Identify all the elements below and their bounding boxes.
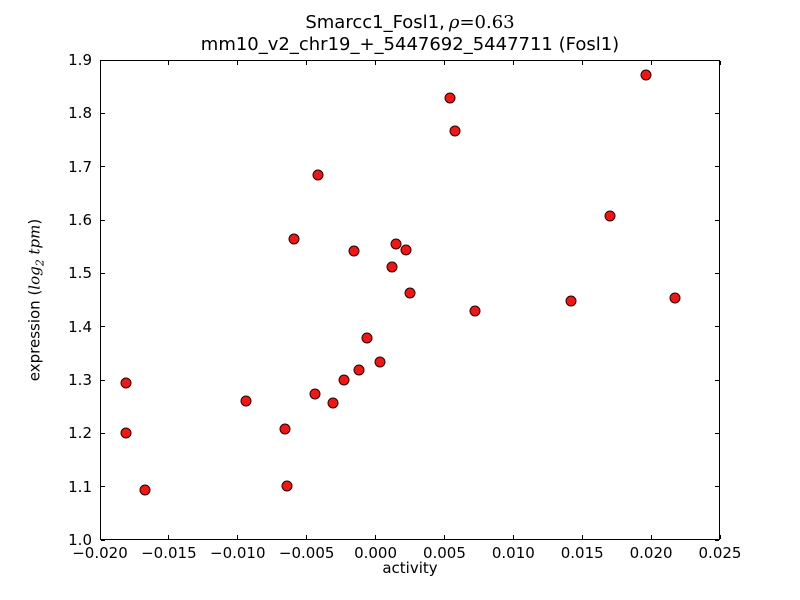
x-tick-mark-top bbox=[168, 61, 170, 65]
y-tick-mark bbox=[101, 59, 105, 61]
y-axis-label-units: tpm bbox=[25, 224, 44, 260]
data-point bbox=[288, 233, 300, 245]
rho-symbol: ρ bbox=[448, 12, 460, 33]
y-tick-mark-right bbox=[715, 166, 719, 168]
y-tick-mark bbox=[101, 326, 105, 328]
x-tick-mark-top bbox=[375, 61, 377, 65]
data-point bbox=[449, 125, 461, 137]
y-tick-label: 1.4 bbox=[68, 317, 92, 336]
y-tick-mark-right bbox=[715, 539, 719, 541]
data-point bbox=[444, 92, 456, 104]
x-tick-label: 0.000 bbox=[354, 544, 398, 562]
x-tick-mark-top bbox=[306, 61, 308, 65]
y-axis-label: expression (log2 tpm) bbox=[26, 219, 47, 381]
data-point bbox=[604, 210, 616, 222]
x-tick-label: −0.020 bbox=[72, 544, 128, 562]
y-tick-label: 1.2 bbox=[68, 424, 92, 443]
y-tick-mark bbox=[101, 379, 105, 381]
data-point bbox=[400, 244, 412, 256]
x-tick-mark bbox=[306, 535, 308, 539]
plot-title-main: Smarcc1_Fosl1, bbox=[305, 12, 445, 33]
x-tick-label: 0.020 bbox=[629, 544, 673, 562]
correlation-value: =0.63 bbox=[459, 12, 515, 33]
data-point bbox=[312, 169, 324, 181]
y-tick-label: 1.0 bbox=[68, 531, 92, 549]
y-tick-label: 1.7 bbox=[68, 157, 92, 176]
data-point bbox=[361, 332, 373, 344]
data-point bbox=[640, 69, 652, 81]
y-tick-mark bbox=[101, 432, 105, 434]
x-tick-mark-top bbox=[719, 61, 721, 65]
y-tick-mark bbox=[101, 219, 105, 221]
x-axis-label: activity bbox=[382, 559, 438, 577]
x-tick-mark bbox=[581, 535, 583, 539]
y-tick-mark-right bbox=[715, 112, 719, 114]
data-point bbox=[374, 356, 386, 368]
x-tick-mark bbox=[443, 535, 445, 539]
y-tick-mark-right bbox=[715, 379, 719, 381]
plot-subtitle: mm10_v2_chr19_+_5447692_5447711 (Fosl1) bbox=[200, 34, 620, 55]
x-tick-mark-top bbox=[581, 61, 583, 65]
y-tick-label: 1.5 bbox=[68, 264, 92, 283]
data-point bbox=[565, 295, 577, 307]
x-tick-mark-top bbox=[512, 61, 514, 65]
y-tick-label: 1.9 bbox=[68, 51, 92, 69]
y-tick-mark bbox=[101, 166, 105, 168]
data-point bbox=[386, 261, 398, 273]
x-tick-mark-top bbox=[443, 61, 445, 65]
x-tick-label: 0.010 bbox=[491, 544, 535, 562]
x-tick-mark bbox=[650, 535, 652, 539]
x-tick-label: −0.015 bbox=[141, 544, 197, 562]
y-tick-mark-right bbox=[715, 59, 719, 61]
y-tick-label: 1.6 bbox=[68, 211, 92, 229]
y-tick-label: 1.8 bbox=[68, 104, 92, 123]
data-point bbox=[669, 292, 681, 304]
data-point bbox=[327, 397, 339, 409]
data-point bbox=[338, 374, 350, 386]
x-tick-label: 0.005 bbox=[422, 544, 466, 562]
x-tick-mark bbox=[719, 535, 721, 539]
x-tick-label: −0.010 bbox=[210, 544, 266, 562]
data-point bbox=[240, 395, 252, 407]
data-point bbox=[348, 245, 359, 257]
x-tick-label: −0.005 bbox=[278, 544, 335, 562]
y-tick-mark bbox=[101, 486, 105, 488]
x-tick-mark-top bbox=[650, 61, 652, 65]
x-tick-mark bbox=[99, 535, 101, 539]
y-tick-mark-right bbox=[715, 326, 719, 328]
x-tick-mark bbox=[168, 535, 170, 539]
data-point bbox=[404, 287, 416, 299]
x-tick-label: 0.025 bbox=[698, 544, 742, 562]
data-point bbox=[139, 484, 151, 496]
y-tick-mark-right bbox=[715, 432, 719, 434]
data-point bbox=[120, 377, 132, 389]
data-point bbox=[281, 480, 293, 492]
y-tick-mark-right bbox=[715, 486, 719, 488]
plot-title: Smarcc1_Fosl1, ρ=0.63 bbox=[100, 12, 720, 33]
x-tick-mark bbox=[512, 535, 514, 539]
data-point bbox=[353, 364, 365, 376]
x-tick-mark bbox=[237, 535, 239, 539]
plot-area bbox=[100, 60, 720, 540]
y-tick-mark-right bbox=[715, 219, 719, 221]
x-tick-mark bbox=[375, 535, 377, 539]
data-point bbox=[120, 427, 132, 439]
data-point bbox=[279, 423, 291, 435]
x-tick-mark-top bbox=[237, 61, 239, 65]
y-tick-mark bbox=[101, 272, 105, 274]
data-point bbox=[309, 388, 321, 400]
x-tick-mark-top bbox=[99, 61, 101, 65]
y-tick-mark-right bbox=[715, 272, 719, 274]
x-tick-label: 0.015 bbox=[560, 544, 604, 562]
y-tick-label: 1.3 bbox=[68, 371, 92, 389]
data-point bbox=[469, 305, 481, 317]
y-tick-mark bbox=[101, 539, 105, 541]
y-tick-label: 1.1 bbox=[68, 477, 92, 496]
data-point bbox=[390, 238, 402, 250]
y-tick-mark bbox=[101, 112, 105, 114]
